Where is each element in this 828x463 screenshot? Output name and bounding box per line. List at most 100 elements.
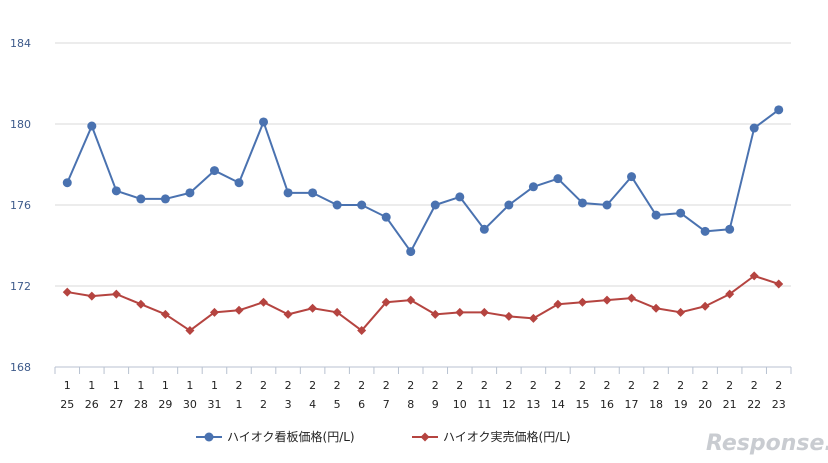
data-point <box>725 289 735 299</box>
response-logo-watermark: Response. <box>706 431 828 456</box>
x-tick-day: 19 <box>674 398 688 411</box>
x-tick-day: 1 <box>236 398 243 411</box>
x-tick-month: 1 <box>113 379 120 392</box>
data-point <box>259 117 269 127</box>
data-point <box>308 188 318 198</box>
legend-marker-actual <box>420 432 430 442</box>
data-point <box>430 309 440 319</box>
x-tick-month: 1 <box>186 379 193 392</box>
x-tick-day: 4 <box>309 398 316 411</box>
data-point <box>749 123 759 133</box>
data-point <box>209 307 219 317</box>
series-layer <box>62 105 784 336</box>
data-point <box>700 301 710 311</box>
x-tick-day: 9 <box>432 398 439 411</box>
data-point <box>528 313 538 323</box>
data-point <box>602 200 612 210</box>
data-point <box>87 291 97 301</box>
data-point <box>577 297 587 307</box>
x-tick-month: 2 <box>751 379 758 392</box>
x-tick-day: 21 <box>723 398 737 411</box>
data-point <box>332 307 342 317</box>
x-tick-month: 2 <box>383 379 390 392</box>
data-point <box>504 311 514 321</box>
x-tick-day: 30 <box>183 398 197 411</box>
x-tick-month: 2 <box>358 379 365 392</box>
x-tick-month: 1 <box>88 379 95 392</box>
x-tick-month: 2 <box>260 379 267 392</box>
data-point <box>332 200 342 210</box>
data-point <box>774 279 784 289</box>
x-tick-month: 2 <box>702 379 709 392</box>
x-tick-day: 5 <box>334 398 341 411</box>
x-tick-month: 2 <box>726 379 733 392</box>
data-point <box>381 212 391 222</box>
x-tick-day: 18 <box>649 398 663 411</box>
data-point <box>700 226 710 236</box>
data-point <box>406 247 416 257</box>
x-tick-day: 29 <box>158 398 172 411</box>
data-point <box>528 182 538 192</box>
x-tick-month: 2 <box>407 379 414 392</box>
x-tick-month: 2 <box>432 379 439 392</box>
data-point <box>577 198 587 208</box>
x-tick-day: 28 <box>134 398 148 411</box>
data-point <box>283 188 293 198</box>
data-point <box>111 186 121 196</box>
data-point <box>627 293 637 303</box>
x-tick-day: 13 <box>526 398 540 411</box>
legend-label-billboard: ハイオク看板価格(円/L) <box>227 429 355 444</box>
data-point <box>430 200 440 210</box>
x-tick-day: 17 <box>625 398 639 411</box>
data-point <box>455 307 465 317</box>
data-point <box>479 307 489 317</box>
x-tick-month: 2 <box>530 379 537 392</box>
x-tick-month: 2 <box>481 379 488 392</box>
x-tick-month: 2 <box>554 379 561 392</box>
x-tick-day: 10 <box>453 398 467 411</box>
y-tick-label: 184 <box>10 37 31 50</box>
x-tick-day: 14 <box>551 398 565 411</box>
x-tick-month: 1 <box>211 379 218 392</box>
grid-lines <box>54 42 792 374</box>
x-tick-month: 2 <box>456 379 463 392</box>
data-point <box>87 121 97 131</box>
y-tick-label: 180 <box>10 118 31 131</box>
data-point <box>651 210 661 220</box>
data-point <box>504 200 514 210</box>
x-tick-day: 22 <box>747 398 761 411</box>
data-point <box>136 299 146 309</box>
x-tick-day: 8 <box>407 398 414 411</box>
data-point <box>676 208 686 218</box>
data-point <box>479 224 489 234</box>
x-tick-day: 25 <box>60 398 74 411</box>
y-axis-ticks: 168 172 176 180 184 <box>10 37 31 374</box>
data-point <box>136 194 146 204</box>
x-tick-day: 2 <box>260 398 267 411</box>
x-axis-ticks: 1251261271281291301312122232425262728292… <box>60 379 785 411</box>
x-tick-day: 27 <box>109 398 123 411</box>
data-point <box>259 297 269 307</box>
x-tick-month: 2 <box>653 379 660 392</box>
data-point <box>553 299 563 309</box>
x-tick-month: 1 <box>162 379 169 392</box>
x-tick-month: 2 <box>775 379 782 392</box>
x-tick-month: 2 <box>677 379 684 392</box>
x-tick-month: 1 <box>64 379 71 392</box>
data-point <box>111 289 121 299</box>
data-point <box>160 309 170 319</box>
data-point <box>234 305 244 315</box>
series-line-1 <box>67 274 780 332</box>
x-tick-month: 2 <box>579 379 586 392</box>
x-tick-day: 15 <box>575 398 589 411</box>
data-point <box>749 271 759 281</box>
x-tick-month: 2 <box>236 379 243 392</box>
x-tick-day: 6 <box>358 398 365 411</box>
x-tick-month: 2 <box>309 379 316 392</box>
data-point <box>627 172 637 182</box>
legend-marker-billboard <box>204 432 214 442</box>
data-point <box>209 166 219 176</box>
legend: ハイオク看板価格(円/L) ハイオク実売価格(円/L) <box>196 429 571 444</box>
data-point <box>357 200 367 210</box>
